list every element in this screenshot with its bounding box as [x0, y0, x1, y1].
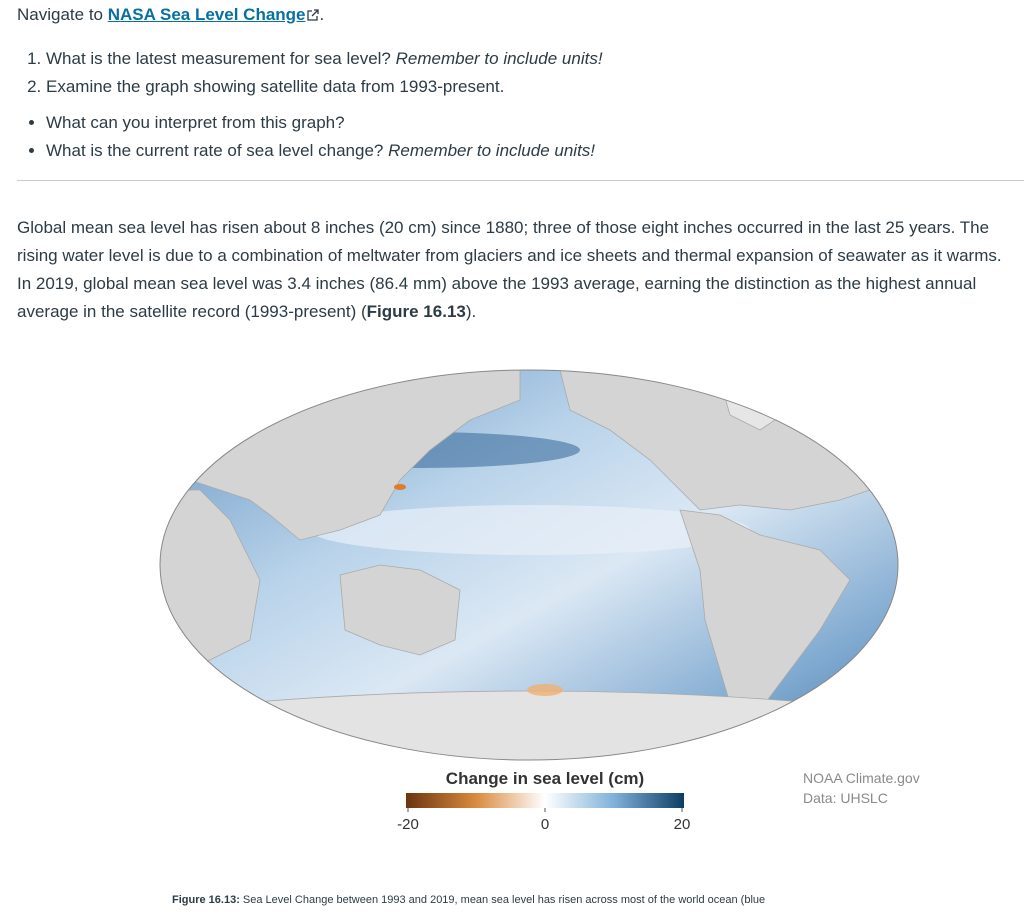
caption: Figure 16.13: Sea Level Change between 1…: [172, 894, 765, 906]
legend-title: Change in sea level (cm): [446, 769, 644, 788]
external-icon: [306, 9, 319, 21]
source: Data: UHSLC: [803, 790, 888, 806]
scale-tick-label: 0: [541, 816, 549, 833]
scale-tick-label: -20: [397, 816, 419, 833]
divider: [17, 180, 1024, 181]
item-text: What is the current rate of sea level ch…: [46, 141, 384, 160]
scale-tick-label: 20: [674, 816, 691, 833]
figure: Change in sea level (cm) -20 0 20 NOAA Cli…: [159, 369, 920, 833]
caption-label: Figure 16.13:: [172, 894, 240, 906]
link-text[interactable]: NASA Sea Level Change: [107, 5, 306, 24]
item-emphasis: Remember to include units!: [388, 141, 596, 160]
colorbar: [406, 793, 684, 808]
item-text: What can you interpret from this graph?: [46, 113, 345, 132]
paragraph: Global mean sea level has risen about 8 …: [17, 214, 1017, 326]
question-list: What is the latest measurement for sea l…: [8, 45, 603, 101]
list-item: What can you interpret from this graph?: [46, 109, 595, 137]
item-text: What is the latest measurement for sea l…: [46, 49, 391, 68]
link[interactable]: NASA Sea Level Change: [108, 5, 306, 24]
item-text: Examine the graph showing satellite data…: [46, 77, 505, 96]
bullet-list: What can you interpret from this graph? W…: [8, 109, 595, 165]
map: [160, 370, 898, 760]
credit: NOAA Climate.gov: [803, 770, 920, 786]
intro: Navigate to NASA Sea Level Change.: [17, 5, 324, 25]
figure-ref: Figure 16.13: [366, 302, 466, 321]
intro-text: Navigate to: [17, 5, 103, 24]
paragraph-end: ).: [465, 302, 477, 321]
item-emphasis: Remember to include units!: [395, 49, 603, 68]
list-item: Examine the graph showing satellite data…: [46, 73, 603, 101]
list-item: What is the current rate of sea level ch…: [46, 137, 595, 165]
map-outline: [159, 369, 899, 761]
caption-text: Sea Level Change between 1993 and 2019, …: [242, 894, 766, 906]
paragraph-text: Global mean sea level has risen about 8 …: [17, 218, 1002, 321]
list-item: What is the latest measurement for sea l…: [46, 45, 603, 73]
intro-suffix: .: [319, 5, 325, 24]
